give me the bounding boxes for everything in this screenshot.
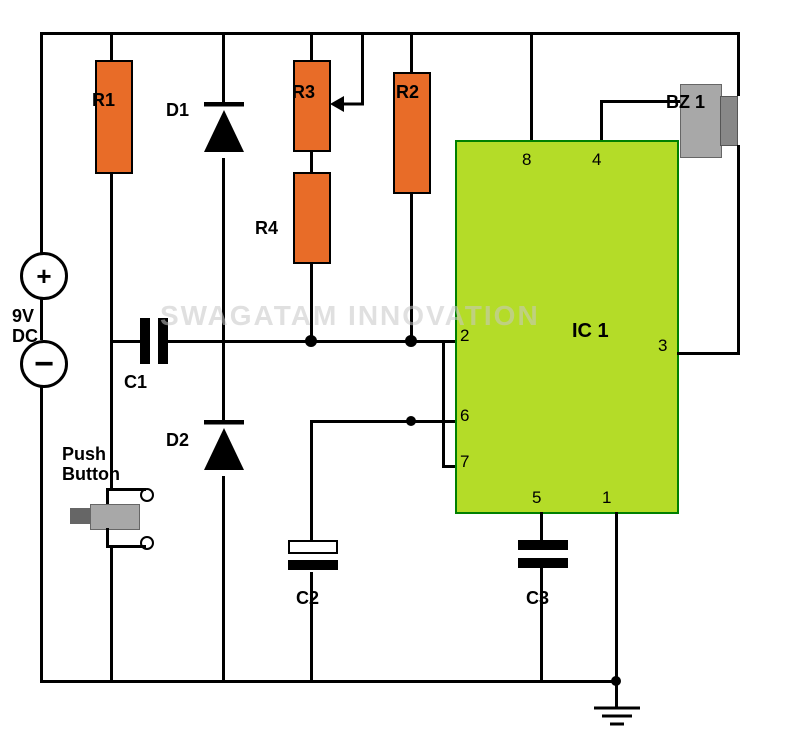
- wire: [40, 298, 43, 340]
- push-button-label-2: Button: [62, 464, 120, 485]
- wire: [540, 512, 543, 542]
- power-label-dc: DC: [12, 326, 38, 347]
- circuit-diagram: + − 9V DC R1 C1 Push Button D1: [0, 0, 789, 747]
- ground-icon: [592, 706, 642, 732]
- wire: [442, 340, 445, 468]
- r2-label: R2: [396, 82, 419, 103]
- wire: [310, 420, 412, 423]
- wire: [410, 340, 455, 343]
- plus-terminal: +: [20, 252, 68, 300]
- potentiometer-r3: [293, 60, 331, 152]
- r3-label: R3: [292, 82, 315, 103]
- pin-6: 6: [460, 406, 469, 426]
- wire: [40, 32, 43, 254]
- resistor-r1: [95, 60, 133, 174]
- node: [305, 335, 317, 347]
- wire: [410, 420, 455, 423]
- wire: [540, 568, 543, 682]
- minus-terminal: −: [20, 340, 68, 388]
- pin-4: 4: [592, 150, 601, 170]
- d1-label: D1: [166, 100, 189, 121]
- r1-label: R1: [92, 90, 115, 111]
- wire: [110, 548, 113, 682]
- wire: [222, 32, 225, 102]
- r4-label: R4: [255, 218, 278, 239]
- wire: [40, 680, 618, 683]
- pin-7: 7: [460, 452, 469, 472]
- wire: [530, 32, 533, 140]
- wire: [222, 340, 225, 420]
- wire: [310, 32, 313, 60]
- wire: [677, 352, 740, 355]
- wire: [600, 100, 603, 140]
- pin-1: 1: [602, 488, 611, 508]
- pin-5: 5: [532, 488, 541, 508]
- diode-d2: [200, 420, 248, 476]
- wire: [737, 145, 740, 355]
- ic1-label: IC 1: [572, 320, 609, 343]
- wire: [737, 32, 740, 96]
- wire: [615, 680, 618, 708]
- wire: [600, 100, 680, 103]
- wire: [615, 512, 618, 682]
- wire: [40, 32, 740, 35]
- c1-label: C1: [124, 372, 147, 393]
- wire: [40, 385, 43, 683]
- resistor-r4: [293, 172, 331, 264]
- wire: [110, 172, 113, 342]
- wire: [168, 340, 412, 343]
- pin-8: 8: [522, 150, 531, 170]
- wire: [310, 420, 313, 540]
- d2-label: D2: [166, 430, 189, 451]
- wire: [110, 32, 113, 60]
- c2-label: C2: [296, 588, 319, 609]
- wire: [110, 340, 140, 343]
- diode-d1: [200, 102, 248, 158]
- watermark: SWAGATAM INNOVATION: [160, 300, 540, 332]
- power-label-9v: 9V: [12, 306, 34, 327]
- pin-3: 3: [658, 336, 667, 356]
- push-button-label-1: Push: [62, 444, 106, 465]
- c3-label: C3: [526, 588, 549, 609]
- wire: [410, 32, 413, 72]
- wire: [310, 150, 313, 172]
- wire: [222, 476, 225, 682]
- wire: [361, 32, 364, 104]
